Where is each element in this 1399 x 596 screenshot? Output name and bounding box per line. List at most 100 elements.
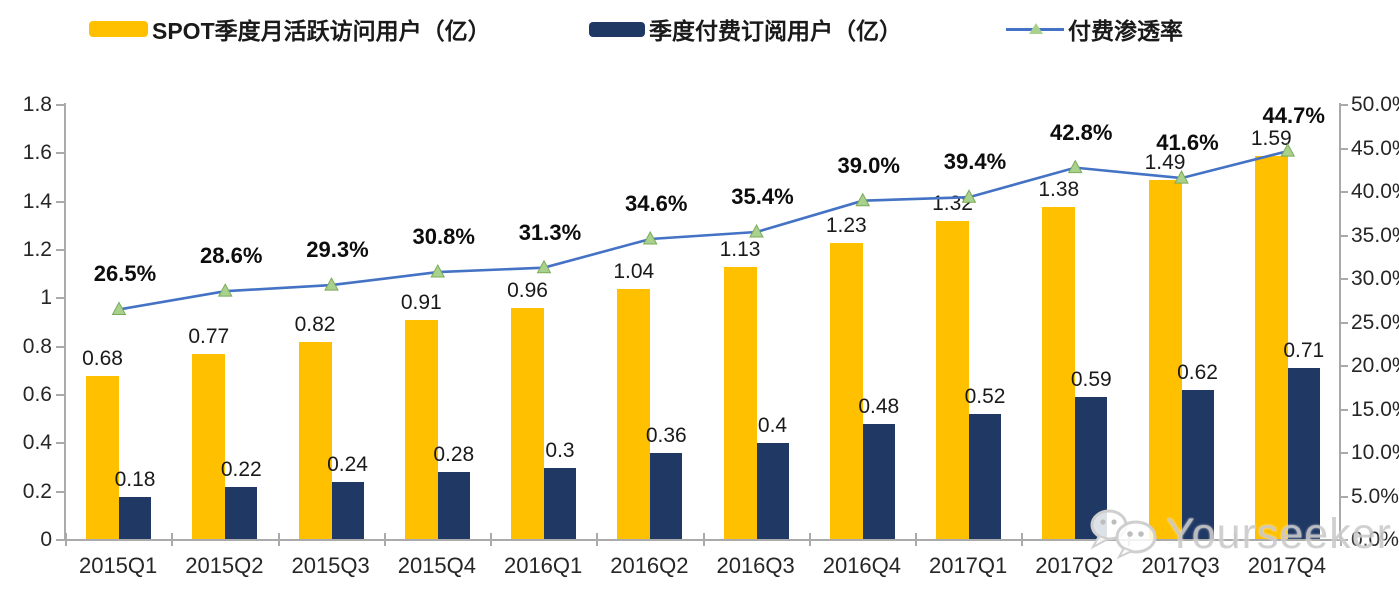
left-axis-tick-label: 1 [40, 286, 52, 310]
right-axis-tick-label: 20.0% [1351, 354, 1399, 377]
penetration-value-label: 41.6% [1156, 130, 1219, 156]
penetration-point-marker [111, 301, 127, 315]
penetration-point-marker [324, 277, 339, 291]
x-axis-category-label: 2016Q4 [822, 553, 902, 578]
right-axis-tick [1339, 104, 1348, 106]
subscribers-value-label: 0.48 [858, 395, 900, 418]
left-axis-tick-label: 1.8 [22, 93, 52, 116]
subscribers-bar [225, 486, 258, 539]
penetration-legend-label: 付费渗透率 [1068, 18, 1183, 44]
mau-bar [936, 221, 969, 539]
x-axis-category-label: 2017Q2 [1035, 553, 1114, 578]
subscribers-bar [119, 496, 151, 539]
x-axis-category-label: 2016Q1 [503, 553, 583, 578]
x-axis-tick [171, 533, 174, 546]
mau-bar [404, 320, 438, 539]
left-axis-tick [56, 345, 65, 348]
subscribers-bar [1287, 368, 1320, 539]
subscribers-bar [437, 472, 470, 539]
subscribers-bar [650, 453, 683, 539]
penetration-value-label: 42.8% [1050, 119, 1113, 145]
left-axis-line [64, 103, 66, 541]
penetration-value-label: 39.4% [943, 149, 1007, 175]
mau-value-label: 1.38 [1038, 177, 1080, 201]
penetration-point-marker [749, 223, 764, 238]
mau-bar [829, 242, 863, 539]
subscribers-legend-swatch [589, 21, 645, 37]
mau-bar [617, 288, 651, 539]
triangle-marker-icon [1029, 23, 1043, 34]
mau-value-label: 1.23 [825, 213, 867, 237]
penetration-value-label: 29.3% [306, 237, 369, 263]
right-axis-tick-label: 0.0% [1351, 528, 1399, 551]
left-axis-tick [56, 539, 65, 541]
x-axis-tick [383, 533, 386, 546]
x-axis-tick [915, 533, 917, 546]
right-axis-tick [1339, 408, 1348, 411]
x-axis-tick [1233, 533, 1236, 546]
x-axis-tick [65, 533, 67, 546]
left-axis-tick [56, 200, 65, 203]
left-axis-tick-label: 1.6 [22, 141, 52, 165]
left-axis-tick [56, 104, 65, 106]
left-axis-tick-label: 0.2 [22, 479, 52, 503]
right-axis-tick [1339, 234, 1348, 237]
subscribers-value-label: 0.71 [1283, 339, 1325, 363]
penetration-point-marker [217, 283, 233, 297]
x-axis-line [57, 539, 1347, 541]
x-axis-category-label: 2015Q2 [185, 553, 264, 578]
subscribers-value-label: 0.18 [114, 467, 156, 491]
left-axis-tick-label: 1.2 [22, 238, 52, 261]
mau-value-label: 1.32 [932, 192, 973, 215]
penetration-point-marker [1067, 159, 1083, 174]
mau-value-label: 1.13 [719, 237, 761, 261]
x-axis-category-label: 2017Q3 [1141, 553, 1220, 578]
subscribers-bar [1181, 390, 1214, 539]
mau-value-label: 0.91 [400, 291, 442, 315]
penetration-value-label: 44.7% [1262, 103, 1325, 129]
penetration-legend-marker [1006, 21, 1064, 37]
mau-legend-swatch [89, 21, 148, 37]
mau-legend-label: SPOT季度月活跃访问用户（亿） [152, 18, 491, 44]
left-axis-tick [56, 297, 65, 300]
right-axis-tick-label: 40.0% [1351, 180, 1399, 203]
x-axis-tick [1021, 533, 1024, 546]
watermark: Yourseeker [1086, 506, 1392, 562]
mau-bar [511, 308, 544, 539]
mau-value-label: 1.04 [613, 259, 655, 283]
mau-bar [86, 375, 119, 539]
legend-item-subscribers: 季度付费订阅用户（亿） [589, 14, 902, 44]
mau-value-label: 0.77 [188, 324, 230, 348]
mau-value-label: 1.59 [1250, 126, 1292, 150]
mau-bar [298, 341, 332, 539]
subscribers-value-label: 0.52 [964, 385, 1006, 409]
penetration-point-marker [855, 192, 871, 207]
mau-bar [1148, 179, 1182, 539]
mau-bar [192, 353, 226, 539]
x-axis-category-label: 2015Q4 [397, 553, 477, 578]
left-axis-tick-label: 0.6 [22, 383, 52, 406]
subscribers-value-label: 0.22 [220, 457, 262, 481]
left-axis-tick [56, 152, 65, 155]
mau-bar [723, 266, 757, 539]
penetration-point-marker [536, 259, 552, 274]
subscribers-bar [544, 467, 576, 539]
right-axis-tick-label: 5.0% [1351, 484, 1399, 508]
watermark-text: Yourseeker [1166, 509, 1392, 558]
penetration-value-label: 28.6% [200, 243, 263, 269]
left-axis-tick [56, 442, 65, 445]
x-axis-tick [1340, 533, 1342, 546]
right-axis-tick-label: 15.0% [1351, 397, 1399, 421]
mau-value-label: 0.68 [82, 346, 123, 370]
penetration-value-label: 35.4% [731, 184, 794, 210]
subscribers-value-label: 0.24 [327, 453, 368, 476]
mau-value-label: 0.82 [294, 312, 336, 336]
x-axis-category-label: 2015Q3 [291, 553, 370, 578]
x-axis-tick [596, 533, 599, 546]
right-axis-tick-label: 45.0% [1351, 136, 1399, 160]
subscribers-value-label: 0.36 [645, 424, 687, 447]
right-axis-tick [1339, 365, 1348, 367]
right-axis-tick [1339, 321, 1348, 324]
x-axis-category-label: 2017Q1 [928, 553, 1008, 578]
subscribers-value-label: 0.62 [1177, 361, 1218, 385]
